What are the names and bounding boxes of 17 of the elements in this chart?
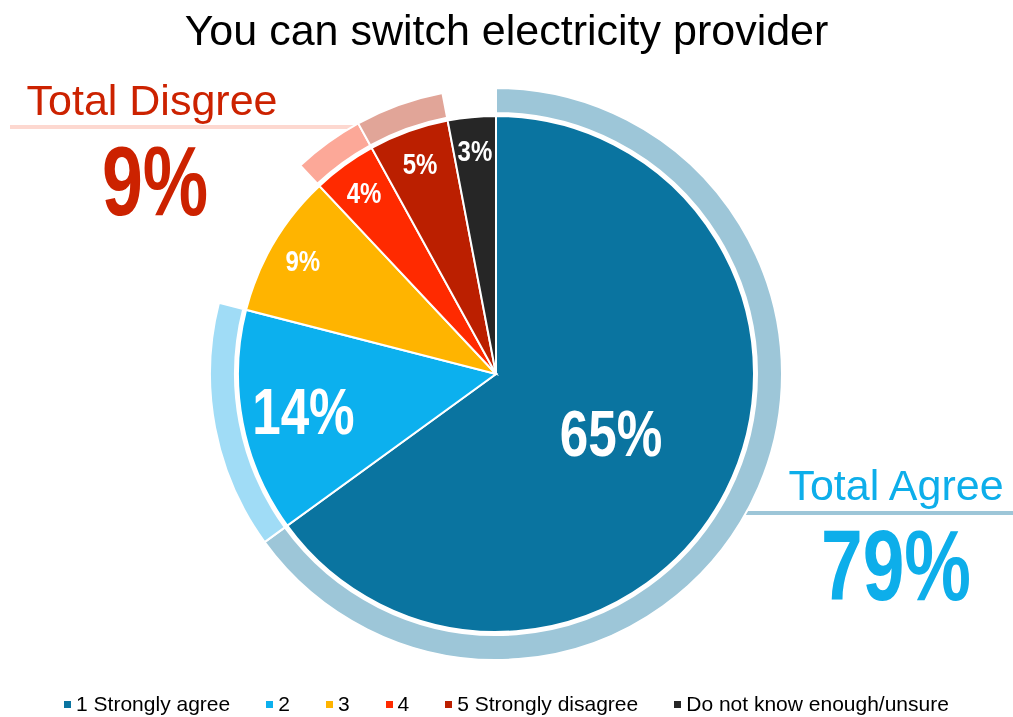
text: 79% [820, 509, 972, 622]
text: Total Agree [788, 461, 1004, 509]
legend-label: 3 [337, 692, 350, 716]
legend-label: 5 Strongly disagree [457, 692, 639, 716]
chart-title: You can switch electricity provider [183, 6, 830, 54]
data-label: 4% [346, 175, 382, 210]
text: Total Disgree [26, 76, 278, 124]
data-label: 5% [402, 146, 438, 181]
legend-label: Do not know enough/unsure [686, 692, 949, 716]
text: 9% [101, 126, 209, 236]
data-label: 14% [252, 376, 355, 448]
data-label: 65% [559, 398, 663, 469]
legend-label: 4 [397, 692, 410, 716]
legend-label: 1 Strongly agree [76, 692, 231, 716]
legend-label: 2 [278, 692, 290, 716]
data-label: 9% [285, 242, 321, 278]
data-label: 3% [457, 133, 493, 168]
